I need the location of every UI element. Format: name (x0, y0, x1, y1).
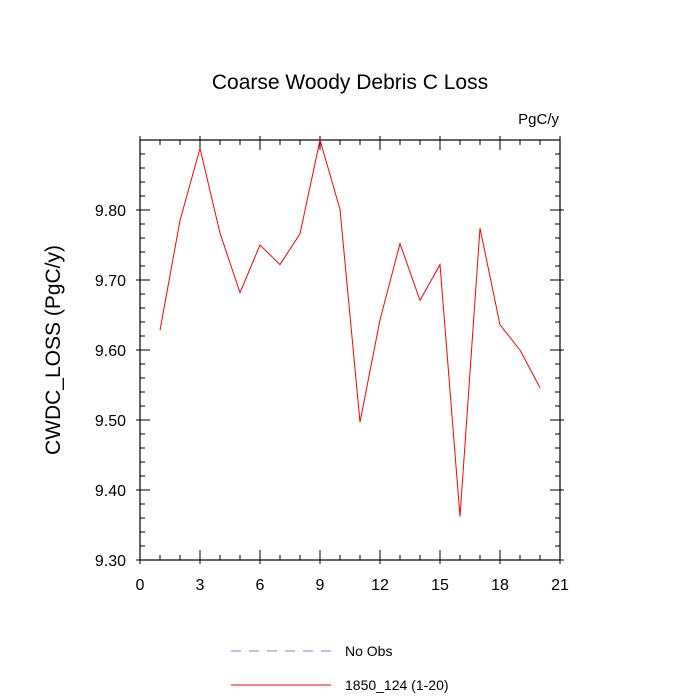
x-tick-label: 15 (431, 577, 449, 594)
y-axis-label: CWDC_LOSS (PgC/y) (42, 245, 65, 455)
x-tick-label: 3 (196, 577, 205, 594)
units-label: PgC/y (518, 111, 559, 128)
series-layer (159, 139, 541, 517)
y-tick-label: 9.80 (95, 203, 126, 220)
x-tick-label: 9 (316, 577, 325, 594)
plot-frame (139, 139, 561, 561)
legend: No Obs 1850_124 (1-20) (231, 643, 449, 693)
chart-title: Coarse Woody Debris C Loss (212, 71, 488, 94)
legend-label-1850-124: 1850_124 (1-20) (345, 677, 449, 693)
axis-ticks (136, 136, 564, 564)
x-tick-labels: 0 3 6 9 12 15 18 21 (136, 577, 569, 594)
y-tick-label: 9.30 (95, 553, 126, 570)
y-tick-label: 9.50 (95, 413, 126, 430)
x-tick-label: 21 (551, 577, 569, 594)
x-tick-label: 12 (371, 577, 389, 594)
x-tick-label: 0 (136, 577, 145, 594)
x-tick-label: 18 (491, 577, 509, 594)
y-tick-label: 9.70 (95, 273, 126, 290)
y-tick-labels: 9.30 9.40 9.50 9.60 9.70 9.80 (95, 203, 126, 570)
y-tick-label: 9.60 (95, 343, 126, 360)
y-tick-label: 9.40 (95, 483, 126, 500)
x-tick-label: 6 (256, 577, 265, 594)
legend-label-no-obs: No Obs (345, 643, 392, 659)
series-line-0 (159, 139, 541, 517)
